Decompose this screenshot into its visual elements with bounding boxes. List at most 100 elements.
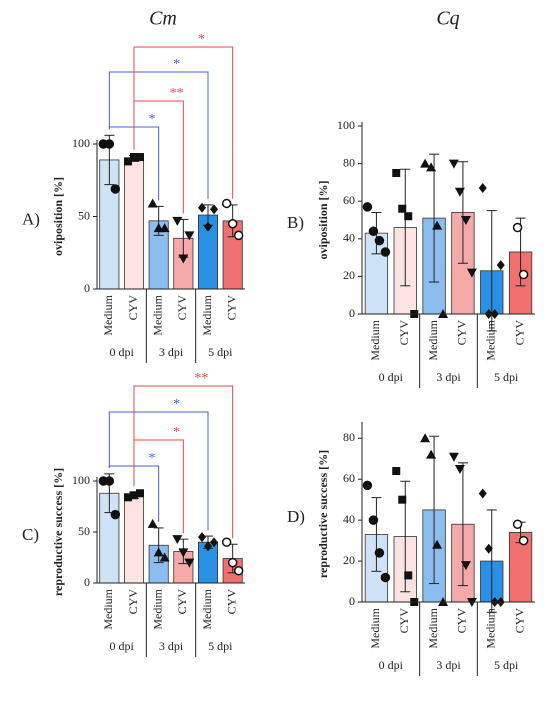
column-title: Cm [149,8,177,30]
data-point [512,519,523,529]
x-tick-label: CYV [175,589,189,615]
panel-label: A) [22,209,40,228]
data-point [478,488,487,499]
y-axis-label: oviposition [%] [51,177,65,256]
data-point [136,153,144,162]
x-tick-label: CYV [512,608,526,634]
data-point [454,187,465,197]
data-point [512,222,523,233]
group-label: 0 dpi [109,639,134,653]
x-tick-label: CYV [397,608,411,634]
group-label: 5 dpi [208,345,233,359]
data-point [184,558,195,568]
y-tick-label: 100 [72,136,90,150]
group-label: 5 dpi [494,658,519,672]
data-point [210,204,218,215]
group-label: 3 dpi [159,639,184,653]
x-tick-label: Medium [200,588,214,629]
column-title: Cq [436,8,459,30]
data-point [460,216,471,225]
significance-label: * [173,397,180,412]
data-point [478,183,487,194]
data-point [448,452,459,462]
y-axis-label: reproductive success [%] [51,468,65,596]
x-tick-label: Medium [368,319,382,360]
error-bar [429,435,440,585]
data-point [136,489,144,498]
error-bar [457,161,468,264]
significance-label: * [149,112,156,127]
x-tick-label: Medium [150,294,164,335]
error-bar [400,168,411,287]
significance-bracket [133,385,234,539]
data-point [221,537,232,547]
data-point [221,198,232,209]
y-tick-label: 60 [343,193,355,207]
group-label: 5 dpi [494,370,519,384]
y-tick-label: 40 [343,512,355,526]
x-tick-label: CYV [455,608,469,634]
data-point [362,202,373,212]
data-point [368,226,379,237]
y-tick-label: 40 [343,231,355,245]
x-tick-label: CYV [512,320,526,346]
data-point [362,480,373,491]
x-tick-label: Medium [101,588,115,629]
data-point [404,571,413,580]
error-bar [429,153,440,283]
data-point [104,476,115,486]
group-label: 5 dpi [208,639,233,653]
data-point [398,204,407,213]
x-tick-label: CYV [126,589,140,615]
significance-bracket [108,71,209,199]
y-tick-label: 60 [343,471,355,485]
group-label: 3 dpi [436,370,461,384]
significance-label: ** [194,371,208,386]
x-tick-label: Medium [426,607,440,648]
y-tick-label: 0 [349,306,355,320]
y-tick-label: 0 [349,594,355,608]
data-point [159,552,170,562]
group-label: 3 dpi [436,658,461,672]
data-point [198,532,206,543]
data-point [432,220,443,230]
y-tick-label: 0 [84,575,90,589]
data-point [454,464,465,474]
significance-label: ** [170,86,184,101]
error-bar [371,497,382,572]
data-point [147,198,158,208]
data-point [227,219,238,229]
significance-label: * [173,57,180,72]
group-label: 3 dpi [159,345,184,359]
y-tick-label: 20 [343,268,355,282]
x-tick-label: Medium [200,294,214,335]
error-bar [486,509,497,613]
bar [123,158,145,290]
data-point [448,159,459,169]
y-tick-label: 80 [343,155,355,169]
y-axis-label: reproductive success [%] [316,450,330,578]
y-tick-label: 20 [343,553,355,567]
x-tick-label: Medium [426,319,440,360]
panel-label: C) [22,525,39,544]
data-point [518,535,529,546]
data-point [153,547,164,557]
data-point [380,247,391,257]
data-point [398,495,407,504]
data-point [374,548,385,558]
data-point [432,539,443,549]
x-tick-label: Medium [368,607,382,648]
x-tick-label: CYV [455,320,469,346]
panel-label: D) [287,507,305,526]
error-bar [153,527,164,564]
data-point [518,269,529,280]
x-tick-label: CYV [175,295,189,321]
x-tick-label: CYV [224,589,238,615]
data-point [178,548,189,558]
data-point [466,268,477,278]
data-point [172,535,183,545]
y-tick-label: 100 [337,118,355,132]
error-bar [457,462,468,587]
bar [123,494,145,584]
